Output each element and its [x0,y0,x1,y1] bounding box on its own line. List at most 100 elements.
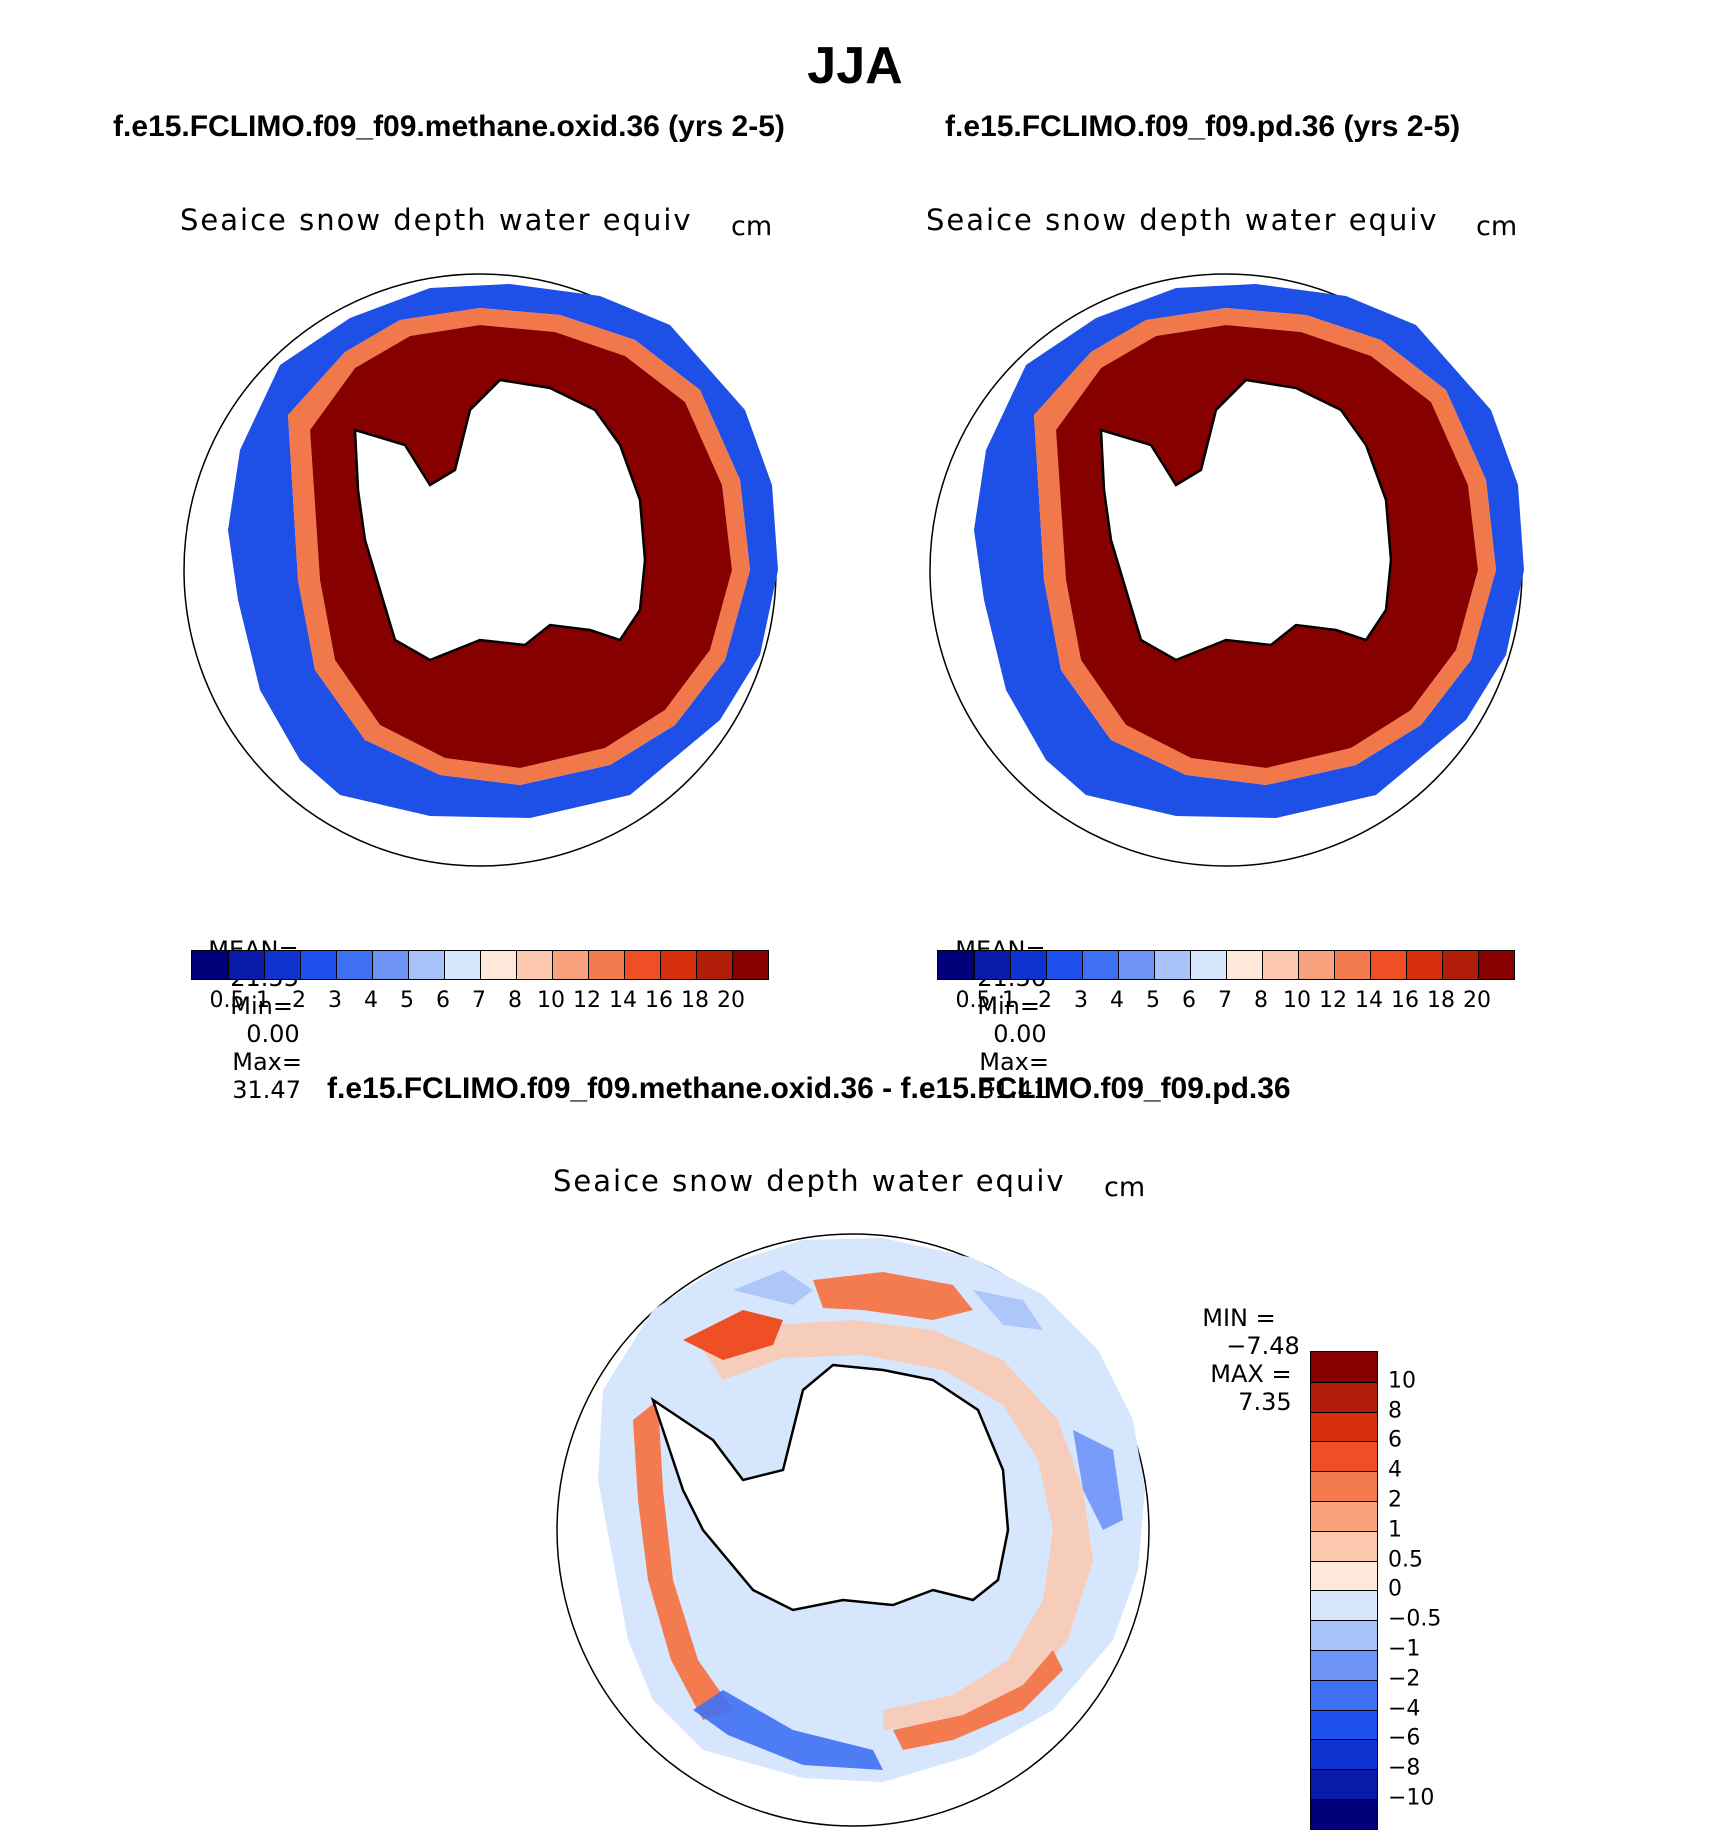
colorbar-left-tick-label: 12 [573,988,601,1013]
max-label-right: Max= [979,1048,1049,1076]
antarctica-coastline-right [1099,378,1393,662]
colorbar-right-tick-label: 3 [1074,988,1088,1013]
antarctica-coastline-difference [650,1363,1010,1612]
colorbar-difference-tick-label: 0 [1388,1576,1402,1602]
colorbar-difference-swatch [1311,1649,1377,1680]
colorbar-left-tick-label: 18 [681,988,709,1013]
sea-ice-field-left [228,284,778,818]
units-left: cm [731,211,773,242]
units-right: cm [1476,211,1518,242]
colorbar-right-swatch [1010,951,1046,979]
colorbar-left-swatch [444,951,480,979]
case-title-right: f.e15.FCLIMO.f09_f09.pd.36 (yrs 2-5) [945,110,1461,143]
colorbar-difference-tick-label: 4 [1388,1457,1402,1483]
colorbar-difference-swatch [1311,1679,1377,1710]
colorbar-right-tick-label: 14 [1355,988,1383,1013]
colorbar-difference-swatch [1311,1530,1377,1561]
colorbar-right-swatch [1082,951,1118,979]
colorbar-left-swatch [588,951,624,979]
colorbar-left-tick-label: 1 [256,988,270,1013]
colorbar-left-tick-label: 5 [400,988,414,1013]
min-value-right: 0.00 [993,1020,1047,1048]
colorbar-right-swatch [1046,951,1082,979]
variable-title-left: Seaice snow depth water equiv [180,203,693,237]
min-label-right: Min= [977,992,1040,1020]
colorbar-difference-swatch [1311,1500,1377,1531]
colorbar-left-swatch [408,951,444,979]
colorbar-difference-swatch [1311,1381,1377,1412]
colorbar-left-swatch [552,951,588,979]
colorbar-right-swatch [1298,951,1334,979]
colorbar-left-swatch [264,951,300,979]
colorbar-right-swatch [938,951,974,979]
colorbar-right-tick-label: 18 [1427,988,1455,1013]
antarctica-coastline-left [353,378,647,662]
colorbar-left-tick-label: 3 [328,988,342,1013]
max-value-right: 31.41 [979,1076,1048,1104]
colorbar-right-swatch [1118,951,1154,979]
colorbar-left-swatch [624,951,660,979]
colorbar-right-swatch [1262,951,1298,979]
colorbar-right-tick-label: 1 [1002,988,1016,1013]
difference-variable-title: Seaice snow depth water equiv [553,1164,1066,1198]
colorbar-difference-swatch [1311,1709,1377,1740]
colorbar-left-swatch [516,951,552,979]
colorbar-right-tick-label: 12 [1319,988,1347,1013]
colorbar-difference-tick-label: −4 [1388,1696,1421,1722]
difference-min-label: MIN = [1202,1304,1276,1332]
colorbar-left-tick-label: 10 [537,988,565,1013]
colorbar-difference-swatch [1311,1352,1377,1382]
colorbar-difference-tick-label: 8 [1388,1398,1402,1424]
colorbar-right-tick-label: 20 [1463,988,1491,1013]
colorbar-difference-tick-label: −2 [1388,1666,1421,1692]
colorbar-right-swatch [1370,951,1406,979]
colorbar-left-tick-label: 14 [609,988,637,1013]
sea-ice-field-right [974,284,1524,818]
polar-map-left [183,273,778,867]
colorbar-difference-swatch [1311,1471,1377,1501]
colorbar-right-tick-label: 10 [1283,988,1311,1013]
colorbar-left-tick-label: 0.5 [209,988,245,1013]
colorbar-left-swatch [660,951,696,979]
colorbar-left-swatch [696,951,732,979]
difference-max-value: 7.35 [1238,1388,1292,1416]
colorbar-left-swatch [336,951,372,979]
colorbar-difference-tick-label: −6 [1388,1725,1421,1751]
colorbar-left-swatch [732,951,768,979]
colorbar-left-tick-label: 20 [717,988,745,1013]
colorbar-right-tick-label: 0.5 [955,988,991,1013]
difference-max-label: MAX = [1210,1360,1292,1388]
colorbar-difference-swatch [1311,1590,1377,1621]
difference-min-value: −7.48 [1226,1332,1300,1360]
colorbar-right-tick-label: 7 [1218,988,1232,1013]
colorbar-difference-tick-label: −8 [1388,1755,1421,1781]
difference-units: cm [1104,1172,1146,1203]
polar-map-right [929,273,1524,867]
colorbar-right-swatch [1478,951,1514,979]
colorbar-right-tick-label: 4 [1110,988,1124,1013]
colorbar-right-tick-label: 16 [1391,988,1419,1013]
colorbar-difference-tick-label: −10 [1388,1785,1435,1811]
colorbar-difference-swatch [1311,1411,1377,1442]
colorbar-difference-tick-label: 1 [1388,1517,1402,1543]
colorbar-left-swatch [300,951,336,979]
colorbar-left-tick-label: 8 [508,988,522,1013]
colorbar-left-swatch [228,951,264,979]
colorbar-right-swatch [1226,951,1262,979]
colorbar-difference-swatch [1311,1560,1377,1591]
colorbar-right-tick-label: 8 [1254,988,1268,1013]
colorbar-difference-tick-label: −1 [1388,1636,1421,1662]
colorbar-left-tick-label: 16 [645,988,673,1013]
colorbar-difference-swatch [1311,1798,1377,1829]
colorbar-right-tick-label: 2 [1038,988,1052,1013]
colorbar-right-swatch [1154,951,1190,979]
colorbar-left-swatch [480,951,516,979]
difference-field [598,1238,1145,1782]
difference-case-title: f.e15.FCLIMO.f09_f09.methane.oxid.36 - f… [327,1072,1291,1105]
colorbar-difference-tick-label: 6 [1388,1427,1402,1453]
max-value-left: 31.47 [232,1076,301,1104]
colorbar-right-tick-label: 5 [1146,988,1160,1013]
colorbar-difference-swatch [1311,1769,1377,1799]
colorbar-difference-swatch [1311,1620,1377,1650]
colorbar-difference-tick-label: 0.5 [1388,1547,1423,1573]
